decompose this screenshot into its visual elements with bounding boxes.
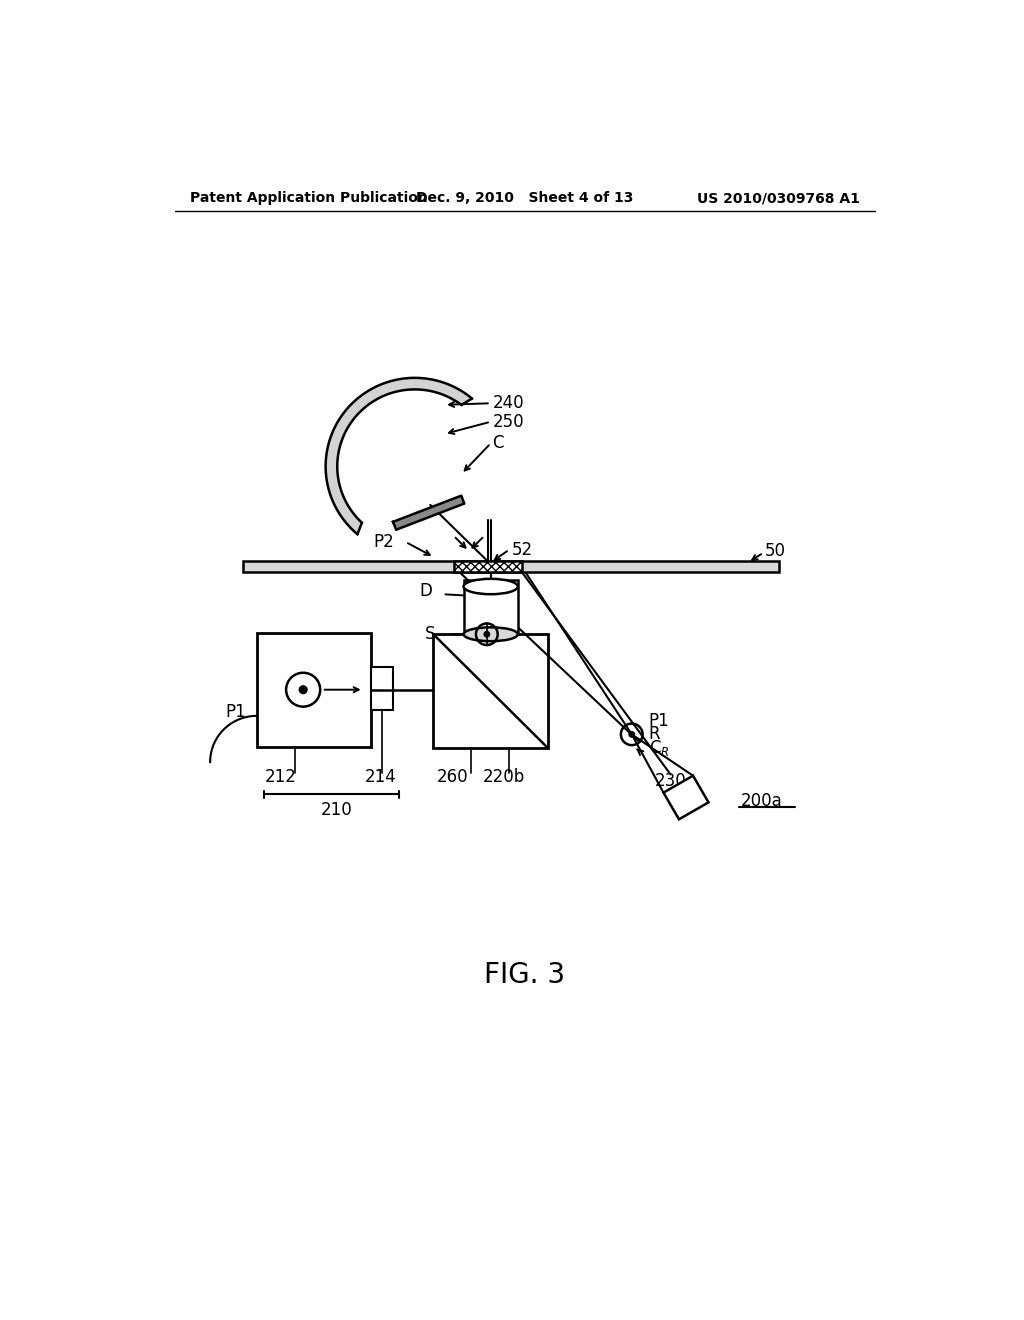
Polygon shape bbox=[326, 378, 472, 535]
Text: P2: P2 bbox=[373, 533, 393, 550]
Text: 220b: 220b bbox=[483, 768, 525, 787]
Polygon shape bbox=[664, 776, 709, 820]
Text: S: S bbox=[425, 626, 435, 643]
Text: 210: 210 bbox=[321, 801, 352, 818]
FancyBboxPatch shape bbox=[257, 632, 372, 747]
FancyBboxPatch shape bbox=[433, 635, 548, 748]
Text: Patent Application Publication: Patent Application Publication bbox=[190, 191, 428, 206]
Text: 260: 260 bbox=[437, 768, 469, 787]
Text: D: D bbox=[420, 582, 432, 601]
Text: US 2010/0309768 A1: US 2010/0309768 A1 bbox=[696, 191, 859, 206]
Ellipse shape bbox=[464, 627, 518, 642]
FancyBboxPatch shape bbox=[372, 667, 393, 710]
Text: 250: 250 bbox=[493, 413, 524, 430]
Text: C: C bbox=[493, 434, 504, 453]
Text: P1: P1 bbox=[649, 711, 670, 730]
Text: 212: 212 bbox=[264, 768, 296, 787]
Text: 52: 52 bbox=[512, 541, 532, 558]
Text: 230: 230 bbox=[655, 772, 687, 789]
Circle shape bbox=[629, 731, 635, 737]
Text: P1: P1 bbox=[225, 704, 247, 721]
Text: 240: 240 bbox=[493, 395, 524, 412]
Text: 50: 50 bbox=[765, 543, 786, 560]
Text: FIG. 3: FIG. 3 bbox=[484, 961, 565, 989]
Circle shape bbox=[484, 631, 489, 638]
Text: Dec. 9, 2010   Sheet 4 of 13: Dec. 9, 2010 Sheet 4 of 13 bbox=[416, 191, 634, 206]
Text: 200a: 200a bbox=[740, 792, 782, 809]
FancyBboxPatch shape bbox=[464, 581, 518, 635]
FancyBboxPatch shape bbox=[454, 561, 521, 572]
Ellipse shape bbox=[464, 578, 518, 594]
FancyBboxPatch shape bbox=[243, 561, 779, 572]
Text: R: R bbox=[649, 726, 660, 743]
Text: 214: 214 bbox=[366, 768, 397, 787]
Polygon shape bbox=[393, 496, 464, 529]
Text: C$_R$: C$_R$ bbox=[649, 738, 670, 758]
Circle shape bbox=[299, 686, 307, 693]
